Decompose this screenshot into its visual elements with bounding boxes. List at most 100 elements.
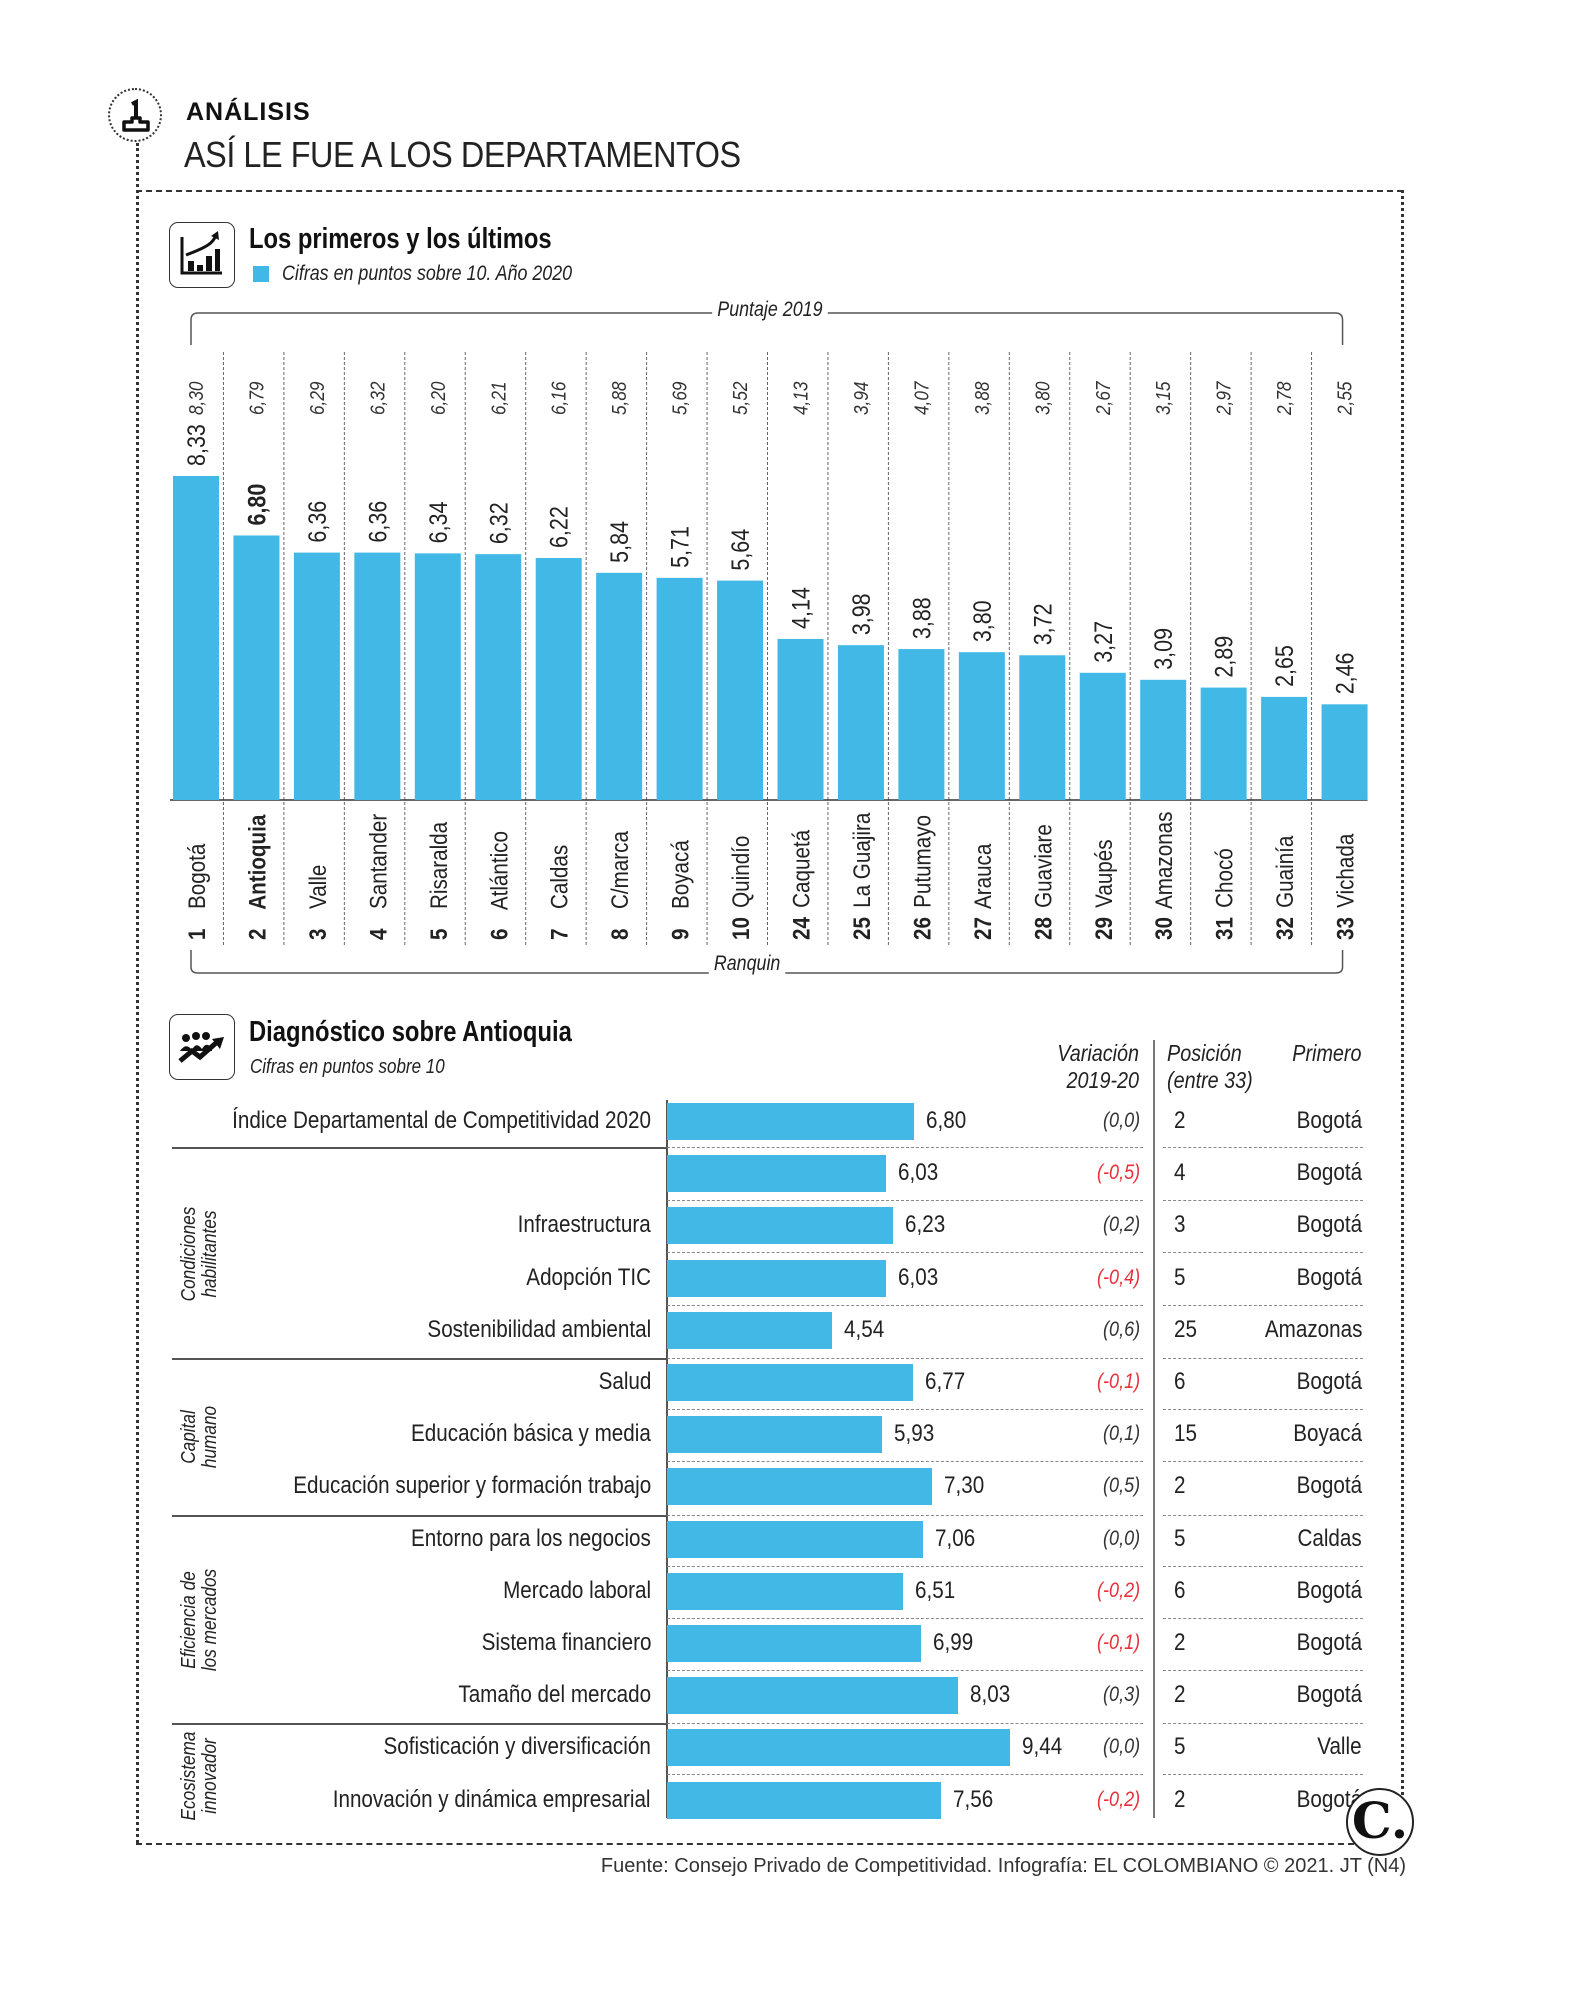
rank-label: 32 [1272,917,1299,940]
row-bar [667,1207,894,1245]
row-position: 3 [1174,1211,1186,1239]
rank-label: 6 [486,929,513,940]
row-separator [1163,1565,1363,1567]
value-label-2019: 6,32 [366,381,389,415]
rank-label: 29 [1090,917,1117,940]
department-name: Risaralda [425,821,452,914]
rank-label: 1 [184,929,211,940]
bar-putumayo [898,649,945,800]
category-label: 32 Guainía [1272,835,1299,940]
value-label-2020: 3,98 [847,593,875,635]
row-first-place: Bogotá [1296,1472,1362,1500]
group-label-line: innovador [199,1738,221,1814]
row-label: Mercado laboral [502,1576,651,1604]
rank-label: 26 [909,917,936,940]
row-variation: (-0,5) [1096,1161,1140,1185]
bar-la-guajira [837,645,884,800]
row-value: 9,44 [1021,1733,1062,1761]
bar-antioquia [233,535,280,800]
column-header-first: Primero [1292,1040,1362,1066]
value-label-2019: 3,88 [971,381,994,415]
department-name: Caldas [546,845,573,915]
rank-label: 5 [425,929,452,940]
row-first-place: Bogotá [1296,1211,1362,1239]
value-label-2019: 6,29 [306,382,329,415]
bar-quind-o [717,580,764,800]
category-label: 5 Risaralda [425,821,452,940]
row-separator [667,1565,1143,1567]
row-separator [667,1200,1143,1202]
bar-vichada [1321,704,1368,800]
row-bar [667,1781,942,1819]
row-variation: (0,0) [1102,1735,1140,1759]
section2-subtitle: Cifras en puntos sobre 10 [250,1056,445,1078]
row-separator [667,1514,1143,1516]
row-bar [667,1625,921,1662]
source-footer: Fuente: Consejo Privado de Competitivida… [600,1855,1406,1877]
value-label-2019: 8,30 [185,381,208,415]
column-header-variation-line2: 2019-20 [1066,1067,1139,1093]
category-label: 30 Amazonas [1151,812,1178,940]
value-label-2019: 6,79 [245,382,268,415]
ranking-chart-svg: 8,33 8,30 1 Bogotá 6,80 6,79 2 Antioquia 6,36 6… [170,312,1368,974]
rank-label: 24 [788,917,815,940]
group-label-line: Ecosistema [178,1731,200,1821]
row-position: 15 [1174,1420,1197,1448]
category-label: 7 Caldas [546,845,573,940]
row-first-place: Bogotá [1296,1159,1362,1187]
row-separator [1163,1670,1363,1671]
row-position: 6 [1174,1576,1186,1604]
bar-bogot- [173,475,219,800]
bar-c-marca [596,572,643,800]
row-separator [667,1147,1143,1148]
podium-number-one-icon [108,88,162,142]
row-bar [667,1103,914,1140]
value-label-2019: 5,52 [729,381,752,415]
bar-vaup-s [1079,672,1126,800]
row-label: Sistema financiero [481,1629,651,1656]
department-name: Arauca [969,843,996,913]
row-value: 4,54 [843,1315,884,1343]
row-bar [667,1364,913,1401]
row-separator [1163,1147,1363,1148]
el-colombiano-logo-icon: C. [1346,1788,1414,1856]
row-position: 5 [1174,1263,1186,1291]
row-label: Tamaño del mercado [458,1681,651,1709]
value-label-2019: 2,78 [1273,381,1296,416]
row-label: Salud [598,1368,651,1395]
group-label-line: Condiciones [178,1206,200,1302]
frame-left-border [136,143,139,1843]
row-value: 6,99 [932,1629,973,1656]
value-label-2020: 2,65 [1271,645,1299,687]
row-separator [667,1774,1143,1776]
rank-label: 10 [728,917,755,940]
row-label: Educación superior y formación trabajo [293,1472,651,1500]
rank-label: 28 [1030,917,1057,940]
row-value: 7,30 [943,1472,985,1500]
row-separator [1163,1617,1363,1619]
department-name: C/marca [607,831,634,915]
row-separator [1163,1514,1363,1516]
category-label: 10 Quindío [728,836,755,940]
value-label-2020: 8,33 [182,424,210,466]
department-name: Amazonas [1151,812,1178,914]
row-label: Entorno para los negocios [411,1524,651,1552]
rank-label: 31 [1211,917,1238,940]
row-separator [1163,1461,1363,1463]
section-kicker: ANÁLISIS [186,98,311,126]
frame-bottom-border [136,1843,1374,1845]
value-label-2020: 6,22 [545,506,573,548]
rank-label: 7 [546,929,573,940]
value-label-2020: 6,34 [424,502,452,544]
rank-label: 8 [607,929,634,940]
table-column-divider [1153,1040,1155,1818]
row-value: 6,03 [897,1263,939,1291]
row-label: Innovación y dinámica empresarial [333,1785,651,1813]
ranking-bar-chart: 8,33 8,30 1 Bogotá 6,80 6,79 2 Antioquia 6,36 6… [170,312,1368,974]
index-row-rule [172,1147,666,1149]
row-separator [667,1358,1143,1359]
group-label-line: habilitantes [199,1210,221,1298]
value-label-2019: 5,88 [608,381,631,415]
row-position: 2 [1174,1472,1186,1500]
row-variation: (0,3) [1102,1683,1140,1707]
